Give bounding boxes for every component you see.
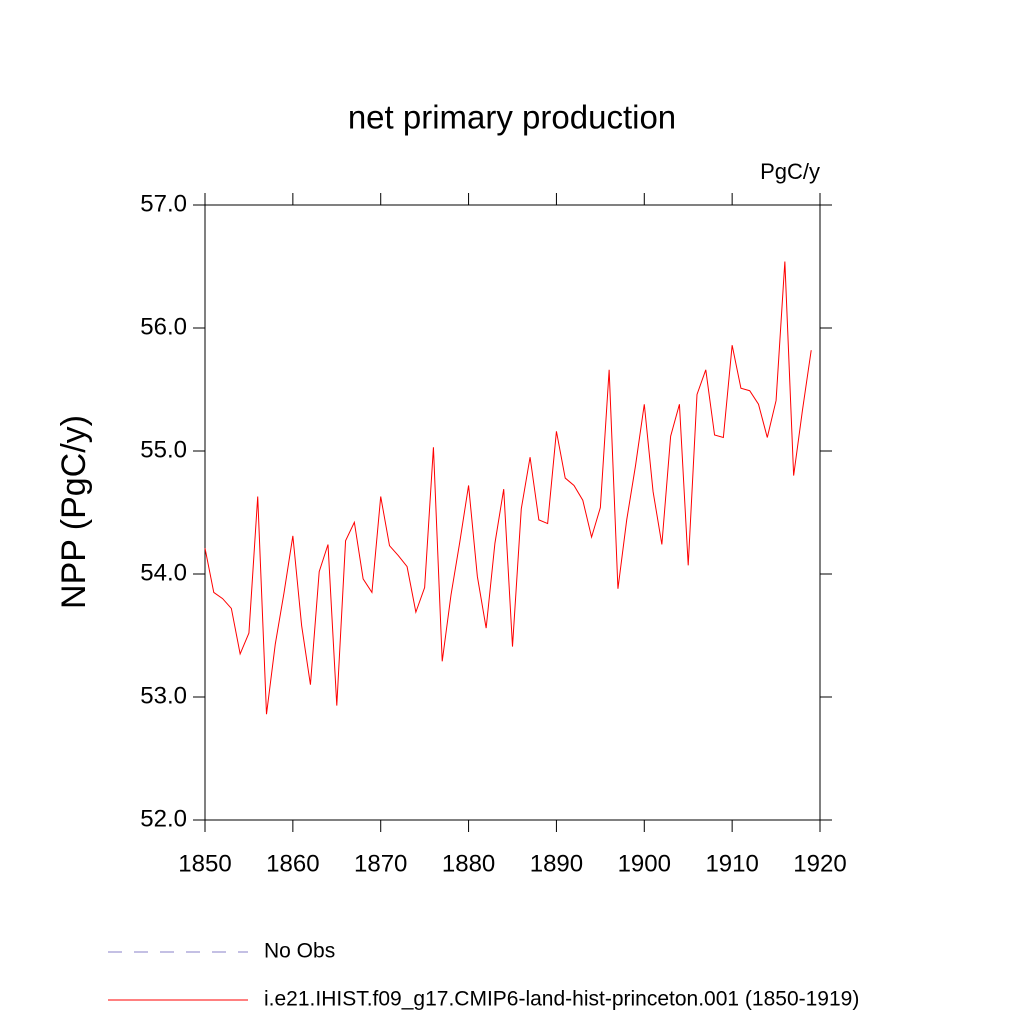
- chart-title: net primary production: [348, 99, 676, 136]
- y-tick-label: 57.0: [140, 190, 187, 217]
- y-tick-label: 56.0: [140, 313, 187, 340]
- y-tick-label: 53.0: [140, 682, 187, 709]
- plot-frame: [204, 204, 821, 821]
- x-tick-label: 1860: [266, 850, 319, 877]
- x-tick-label: 1910: [705, 850, 758, 877]
- legend-label: No Obs: [264, 940, 335, 963]
- x-tick-label: 1890: [530, 850, 583, 877]
- legend-label: i.e21.IHIST.f09_g17.CMIP6-land-hist-prin…: [264, 988, 859, 1011]
- data-line: [204, 261, 812, 715]
- y-axis-label: NPP (PgC/y): [55, 415, 93, 609]
- x-tick-label: 1880: [442, 850, 495, 877]
- x-tick-label: 1870: [354, 850, 407, 877]
- units-label: PgC/y: [760, 159, 820, 184]
- y-tick-label: 52.0: [140, 805, 187, 832]
- y-tick-label: 55.0: [140, 436, 187, 463]
- y-tick-label: 54.0: [140, 559, 187, 586]
- x-tick-label: 1920: [793, 850, 846, 877]
- x-tick-label: 1900: [618, 850, 671, 877]
- x-tick-label: 1850: [178, 850, 231, 877]
